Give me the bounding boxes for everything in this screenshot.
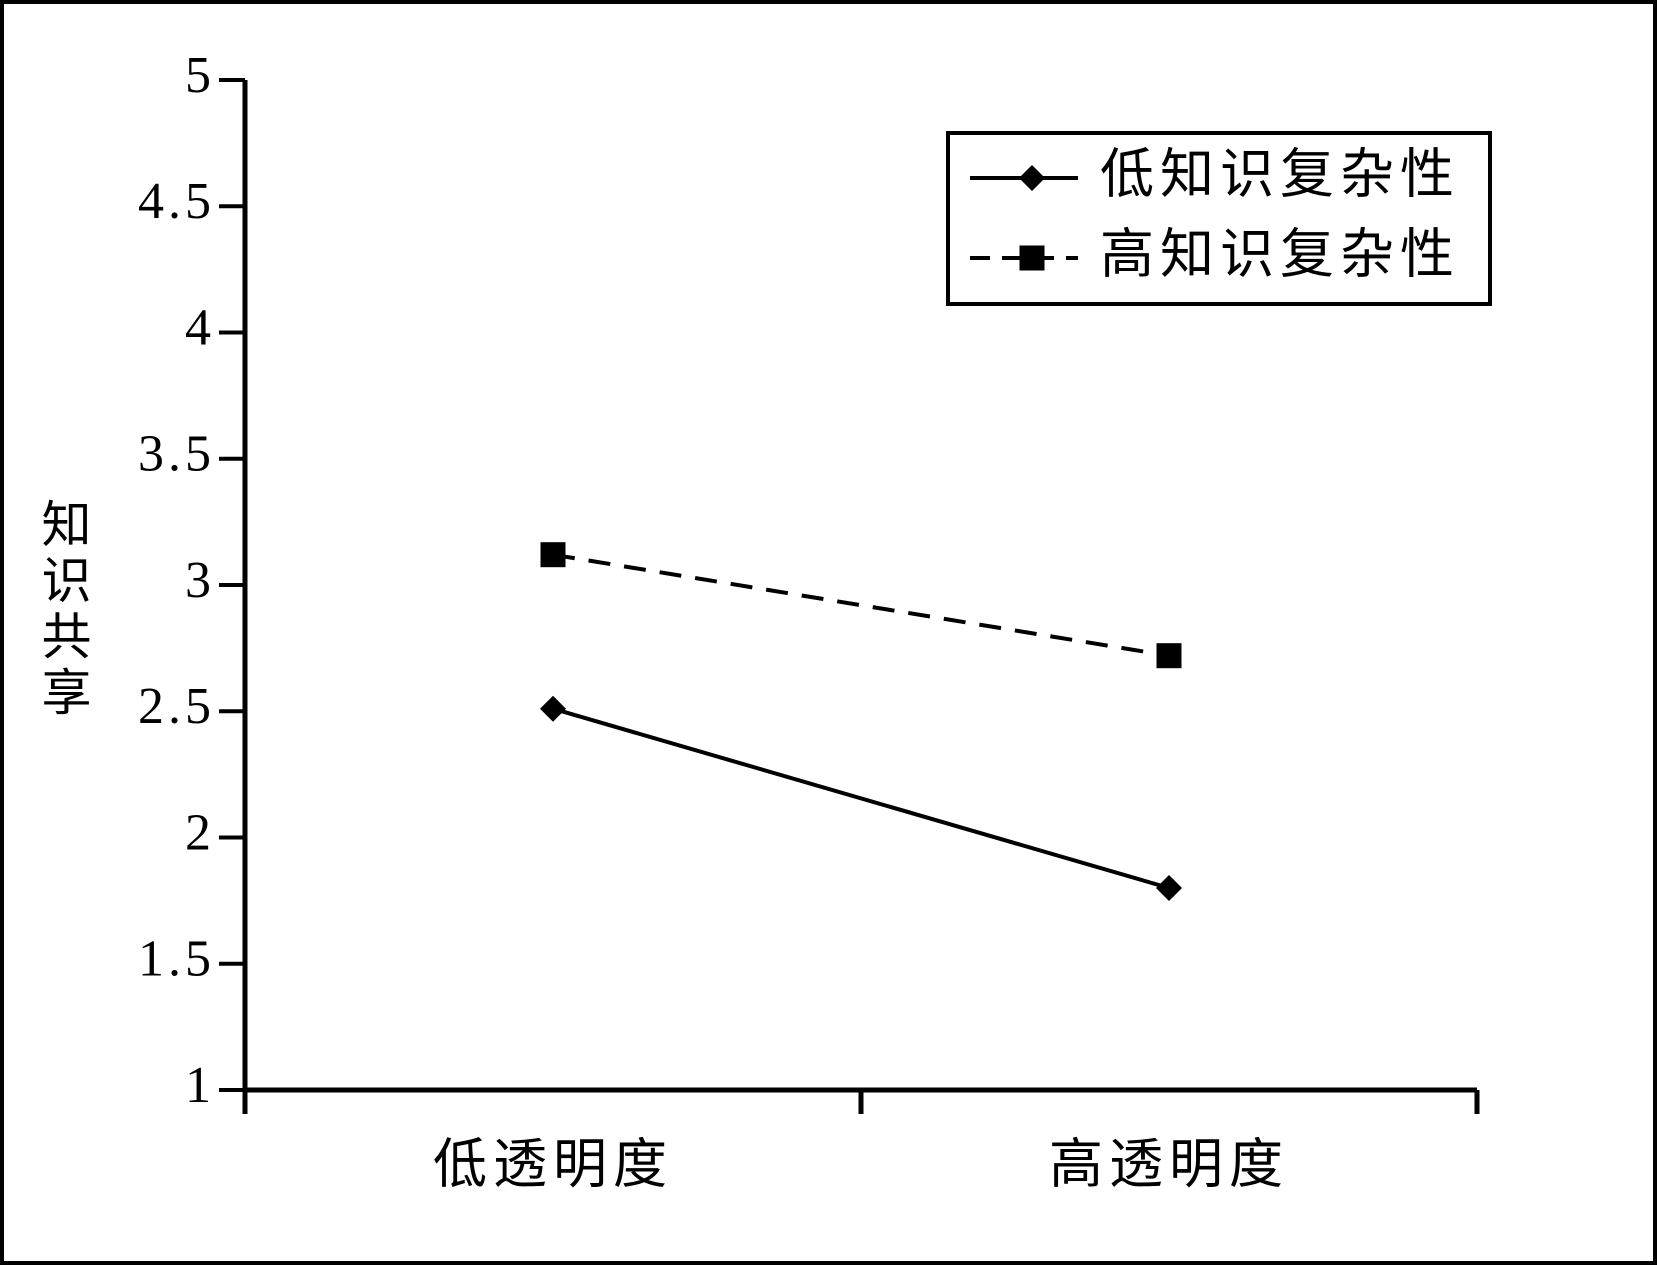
y-tick-label: 4	[185, 299, 215, 356]
marker	[540, 542, 566, 568]
legend-box	[946, 131, 1492, 306]
y-tick-label: 2.5	[138, 678, 215, 735]
x-tick-label: 高透明度	[1049, 1134, 1289, 1194]
marker	[1019, 165, 1045, 191]
marker	[540, 695, 566, 722]
legend-label: 低知识复杂性	[1100, 144, 1460, 204]
marker	[1019, 245, 1045, 271]
y-axis-label: 知识共享	[35, 498, 91, 722]
series-line	[552, 552, 1170, 658]
y-tick-label: 4.5	[138, 173, 215, 230]
series-line	[552, 706, 1170, 890]
y-tick-label: 5	[185, 47, 215, 104]
y-tick-label: 1.5	[138, 931, 215, 988]
marker	[1156, 875, 1182, 901]
x-tick-label: 低透明度	[433, 1134, 673, 1194]
y-tick-label: 1	[185, 1057, 215, 1114]
y-tick-label: 3	[185, 552, 215, 609]
y-tick-label: 2	[185, 804, 215, 861]
legend-label: 高知识复杂性	[1100, 224, 1460, 284]
marker	[1156, 643, 1182, 669]
y-tick-label: 3.5	[138, 426, 215, 483]
